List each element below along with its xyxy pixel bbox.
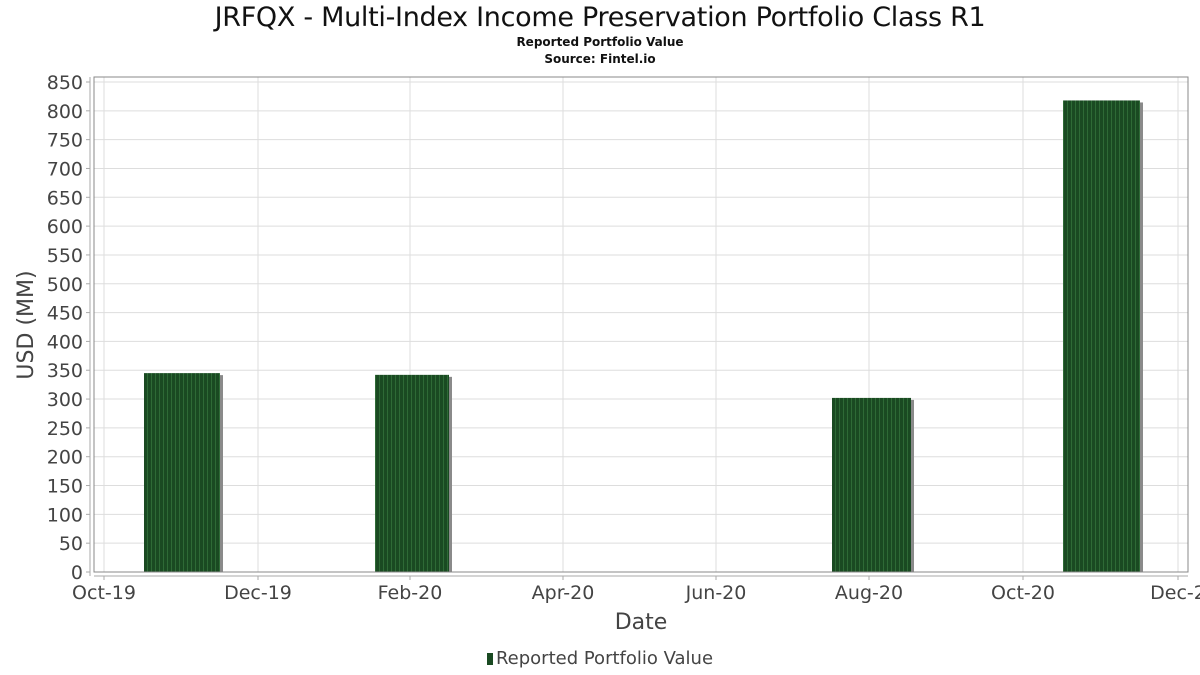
y-tick-label: 600 — [47, 216, 83, 238]
y-tick-label: 0 — [71, 562, 83, 584]
grid-lines — [94, 77, 1188, 573]
legend: Reported Portfolio Value — [0, 648, 1200, 669]
y-tick-label: 650 — [47, 187, 83, 209]
y-tick-label: 550 — [47, 245, 83, 267]
y-tick-label: 500 — [47, 274, 83, 296]
x-tick-label: Aug-20 — [835, 582, 903, 604]
y-tick-label: 250 — [47, 418, 83, 440]
y-tick-label: 400 — [47, 331, 83, 353]
y-tick-label: 850 — [47, 72, 83, 94]
y-tick-label: 350 — [47, 360, 83, 382]
chart-source: Source: Fintel.io — [544, 52, 656, 66]
y-tick-label: 200 — [47, 447, 83, 469]
bar-shadow — [911, 399, 914, 572]
y-axis-ticks: 0 50 100 150 200 250 300 350 400 450 500 550 600 650 7… — [47, 72, 90, 584]
bar — [144, 373, 220, 572]
x-tick-label: Dec-19 — [224, 582, 292, 604]
y-tick-label: 150 — [47, 476, 83, 498]
x-tick-label: Apr-20 — [532, 582, 595, 604]
y-axis-title: USD (MM) — [14, 270, 39, 379]
y-tick-label: 50 — [59, 533, 83, 555]
legend-label: Reported Portfolio Value — [495, 648, 714, 669]
x-tick-label: Oct-20 — [991, 582, 1055, 604]
legend-swatch-icon — [486, 653, 493, 665]
chart-subtitle: Reported Portfolio Value — [516, 35, 684, 49]
y-tick-label: 100 — [47, 504, 83, 526]
y-tick-label: 750 — [47, 130, 83, 152]
bar-shadow — [1140, 102, 1143, 573]
bar-series — [144, 100, 1143, 573]
y-tick-label: 300 — [47, 389, 83, 411]
bar — [375, 374, 449, 572]
y-tick-label: 450 — [47, 303, 83, 325]
plot-frame — [93, 76, 1189, 573]
bar-shadow — [449, 376, 452, 572]
bar — [1063, 100, 1140, 573]
bar — [832, 397, 911, 572]
bar-shadow — [220, 375, 223, 572]
x-axis-ticks: Oct-19 Dec-19 Feb-20 Apr-20 Jun-20 Aug-20 Oct-… — [72, 576, 1200, 604]
x-tick-label: Dec-2 — [1150, 582, 1200, 604]
x-tick-label: Oct-19 — [72, 582, 136, 604]
y-tick-label: 700 — [47, 158, 83, 180]
x-tick-label: Feb-20 — [378, 582, 443, 604]
x-tick-label: Jun-20 — [685, 582, 747, 604]
x-axis-title: Date — [615, 610, 668, 635]
chart-title: JRFQX - Multi-Index Income Preservation … — [214, 2, 986, 33]
y-tick-label: 800 — [47, 101, 83, 123]
